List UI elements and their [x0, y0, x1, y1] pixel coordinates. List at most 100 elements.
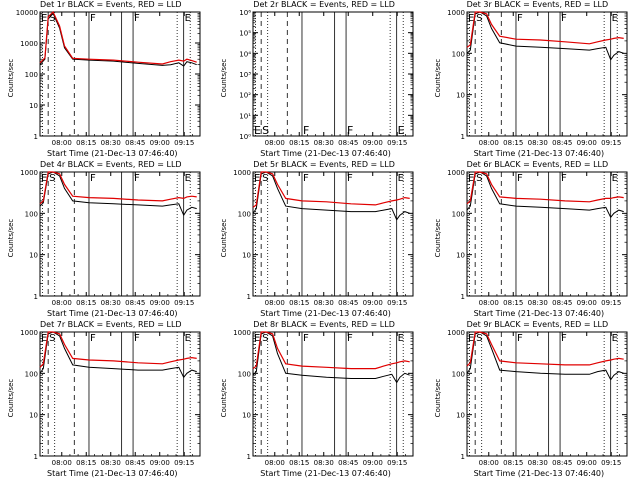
y-tick-label: 100: [238, 210, 251, 218]
marker-label: F: [90, 333, 96, 344]
x-tick-label: 08:45: [125, 459, 145, 467]
detector-panel-2: Det 2r BLACK = Events, RED = LLD Start Ti…: [213, 0, 426, 160]
marker-label: E: [254, 124, 261, 137]
x-tick-label: 09:00: [576, 139, 596, 147]
y-tick-label: 10¹: [240, 112, 252, 120]
lld-series-line: [39, 331, 197, 368]
lld-series-line: [39, 10, 197, 65]
x-tick-label: 08:45: [552, 459, 572, 467]
detector-panel-5: Det 5r BLACK = Events, RED = LLD Start Ti…: [213, 160, 426, 320]
marker-label: S: [49, 173, 55, 184]
y-tick-label: 1: [34, 453, 38, 461]
y-tick-label: 1000: [447, 329, 465, 337]
y-tick-label: 1000: [20, 169, 38, 177]
marker-label: E: [185, 173, 191, 184]
x-tick-label: 09:00: [150, 459, 170, 467]
y-tick-label: 1000: [233, 169, 251, 177]
panel-title: Det 6r BLACK = Events, RED = LLD: [466, 160, 609, 169]
y-tick-label: 10: [456, 412, 465, 420]
marker-label: E: [41, 173, 47, 184]
x-tick-label: 09:15: [601, 299, 621, 307]
x-tick-label: 09:00: [150, 139, 170, 147]
x-tick-label: 09:00: [363, 459, 383, 467]
plot-area: 1 10 100 1000 08:00 08:15 08:30 08:45 09:00 09:15…: [447, 329, 628, 467]
y-tick-label: 100: [451, 370, 464, 378]
y-tick-label: 100: [451, 50, 464, 58]
marker-label: S: [476, 13, 482, 24]
x-tick-label: 08:00: [52, 299, 72, 307]
panel-title: Det 8r BLACK = Events, RED = LLD: [253, 320, 395, 329]
x-tick-label: 08:30: [527, 139, 547, 147]
x-tick-label: 09:00: [363, 299, 383, 307]
x-tick-label: 08:30: [101, 139, 121, 147]
marker-label: E: [398, 333, 404, 344]
panel-title: Det 1r BLACK = Events, RED = LLD: [40, 0, 182, 9]
panel-title: Det 2r BLACK = Events, RED = LLD: [253, 0, 395, 9]
marker-label: E: [611, 13, 617, 24]
x-axis-title: Start Time (21-Dec-13 07:46:40): [47, 309, 178, 318]
marker-label: F: [561, 173, 567, 184]
y-tick-label: 10⁰: [240, 133, 252, 141]
x-tick-label: 08:15: [76, 299, 96, 307]
marker-label: F: [303, 173, 309, 184]
marker-label: E: [41, 333, 47, 344]
x-tick-label: 08:00: [52, 459, 72, 467]
plot-area: 1 10 100 1000 08:00 08:15 08:30 08:45 09:00 09:15…: [233, 329, 414, 467]
x-tick-label: 09:15: [601, 459, 621, 467]
lld-series-line: [252, 171, 411, 208]
plot-area: 1 10 100 1000 08:00 08:15 08:30 08:45 09:00 09:15…: [20, 169, 201, 307]
x-tick-label: 08:15: [289, 299, 309, 307]
events-series-line: [466, 171, 624, 219]
plot-frame: [466, 331, 628, 457]
x-tick-label: 08:00: [478, 299, 498, 307]
x-axis-title: Start Time (21-Dec-13 07:46:40): [47, 149, 178, 158]
x-tick-label: 08:45: [338, 459, 358, 467]
y-tick-label: 100: [451, 210, 464, 218]
detector-panel-6: Det 6r BLACK = Events, RED = LLD Start Ti…: [427, 160, 640, 320]
x-tick-label: 08:45: [552, 299, 572, 307]
panel-title: Det 3r BLACK = Events, RED = LLD: [466, 0, 609, 9]
x-tick-label: 08:00: [478, 459, 498, 467]
x-tick-label: 08:00: [265, 459, 285, 467]
y-tick-label: 1000: [233, 329, 251, 337]
marker-label: F: [303, 333, 309, 344]
x-tick-label: 09:00: [150, 299, 170, 307]
x-tick-label: 08:30: [314, 459, 334, 467]
marker-label: F: [561, 333, 567, 344]
x-tick-label: 08:15: [503, 299, 523, 307]
plot-area: 10⁰ 10¹ 10² 10³ 10⁴ 10⁵ 10⁶ 08:00 08:15 08:30 08:4…: [240, 9, 414, 147]
y-tick-label: 1: [460, 293, 464, 301]
x-tick-label: 08:45: [338, 139, 358, 147]
detector-panel-3: Det 3r BLACK = Events, RED = LLD Start Ti…: [427, 0, 640, 160]
x-tick-label: 09:15: [174, 459, 194, 467]
marker-label: F: [134, 173, 140, 184]
y-tick-label: 10: [29, 102, 38, 110]
x-axis-title: Start Time (21-Dec-13 07:46:40): [260, 309, 391, 318]
marker-label: F: [303, 124, 309, 137]
y-tick-label: 100: [25, 71, 38, 79]
marker-label: F: [90, 13, 96, 24]
y-tick-label: 1: [247, 293, 251, 301]
y-tick-label: 1000: [20, 40, 38, 48]
y-tick-label: 10: [242, 252, 251, 260]
marker-label: F: [517, 13, 523, 24]
y-tick-label: 10: [456, 252, 465, 260]
marker-label: E: [468, 173, 474, 184]
marker-label: E: [611, 173, 617, 184]
plot-area: 1 10 100 1000 08:00 08:15 08:30 08:45 09:00 09:15…: [233, 169, 414, 307]
marker-label: S: [262, 333, 268, 344]
y-tick-label: 10⁴: [240, 50, 252, 58]
detector-panel-9: Det 9r BLACK = Events, RED = LLD Start Ti…: [427, 320, 640, 480]
y-tick-label: 10⁵: [240, 30, 252, 38]
marker-label: S: [49, 333, 55, 344]
lld-series-line: [252, 331, 411, 370]
lld-series-line: [466, 171, 624, 205]
x-tick-label: 08:30: [527, 459, 547, 467]
x-tick-label: 08:30: [527, 299, 547, 307]
x-tick-label: 09:00: [363, 139, 383, 147]
marker-label: F: [90, 173, 96, 184]
detector-panel-8: Det 8r BLACK = Events, RED = LLD Start Ti…: [213, 320, 426, 480]
lld-series-line: [466, 331, 624, 367]
events-series-line: [39, 331, 197, 379]
